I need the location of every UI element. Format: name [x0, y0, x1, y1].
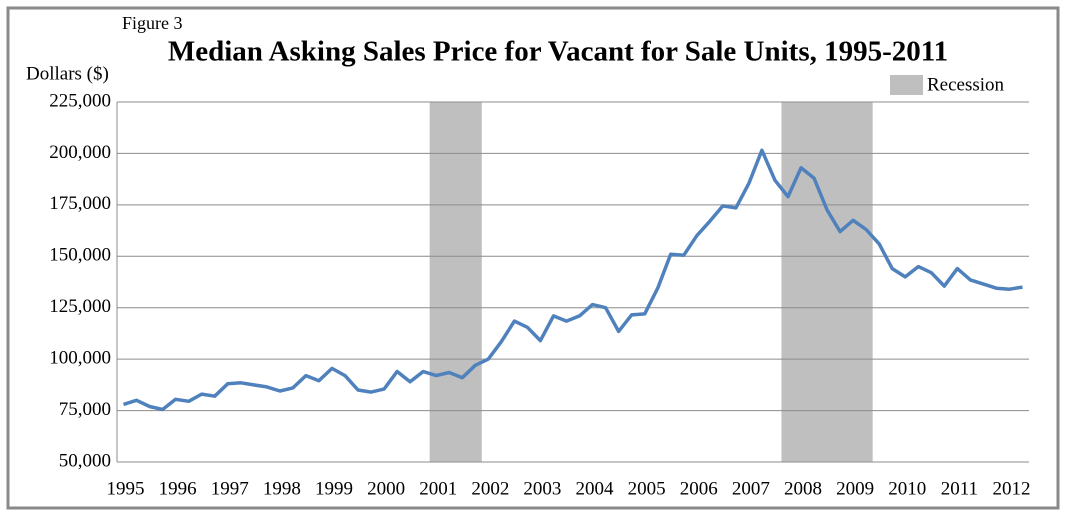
x-tick-label: 2001 — [419, 478, 457, 499]
line-series — [122, 148, 1023, 412]
frame — [6, 6, 1060, 510]
x-tick-label: 2011 — [941, 478, 978, 499]
y-tick-label: 200,000 — [49, 142, 111, 163]
legend-swatch — [890, 75, 923, 95]
y-tick-label: 150,000 — [49, 245, 111, 266]
y-axis-label: Dollars ($) — [26, 63, 109, 84]
legend-label: Recession — [927, 74, 1005, 95]
x-tick-label: 1996 — [159, 478, 197, 499]
y-tick-label: 175,000 — [49, 193, 111, 214]
y-tick-label: 50,000 — [59, 450, 111, 471]
x-tick-label: 2008 — [784, 478, 822, 499]
x-tick-label: 2010 — [888, 478, 926, 499]
x-tick-label: 2000 — [367, 478, 405, 499]
figure-label: Figure 3 — [122, 13, 183, 33]
x-tick-label: 2004 — [576, 478, 615, 499]
recession-band — [429, 102, 482, 462]
x-tick-label: 1997 — [211, 478, 249, 499]
x-tick-label: 2007 — [732, 478, 770, 499]
x-tick-label: 1998 — [263, 478, 301, 499]
x-tick-label: 2009 — [836, 478, 874, 499]
x-tick-label: 2012 — [992, 478, 1030, 499]
y-tick-label: 225,000 — [49, 90, 111, 111]
x-tick-label: 2003 — [523, 478, 561, 499]
recession-band — [781, 102, 873, 462]
x-tick-label: 2006 — [680, 478, 718, 499]
y-tick-label: 75,000 — [59, 399, 111, 420]
x-tick-label: 1999 — [315, 478, 353, 499]
x-tick-label: 2002 — [471, 478, 509, 499]
x-tick-label: 2005 — [628, 478, 666, 499]
y-tick-label: 125,000 — [49, 296, 111, 317]
chart-title: Median Asking Sales Price for Vacant for… — [168, 36, 948, 68]
y-tick-label: 100,000 — [49, 348, 111, 369]
x-tick-label: 1995 — [107, 478, 145, 499]
